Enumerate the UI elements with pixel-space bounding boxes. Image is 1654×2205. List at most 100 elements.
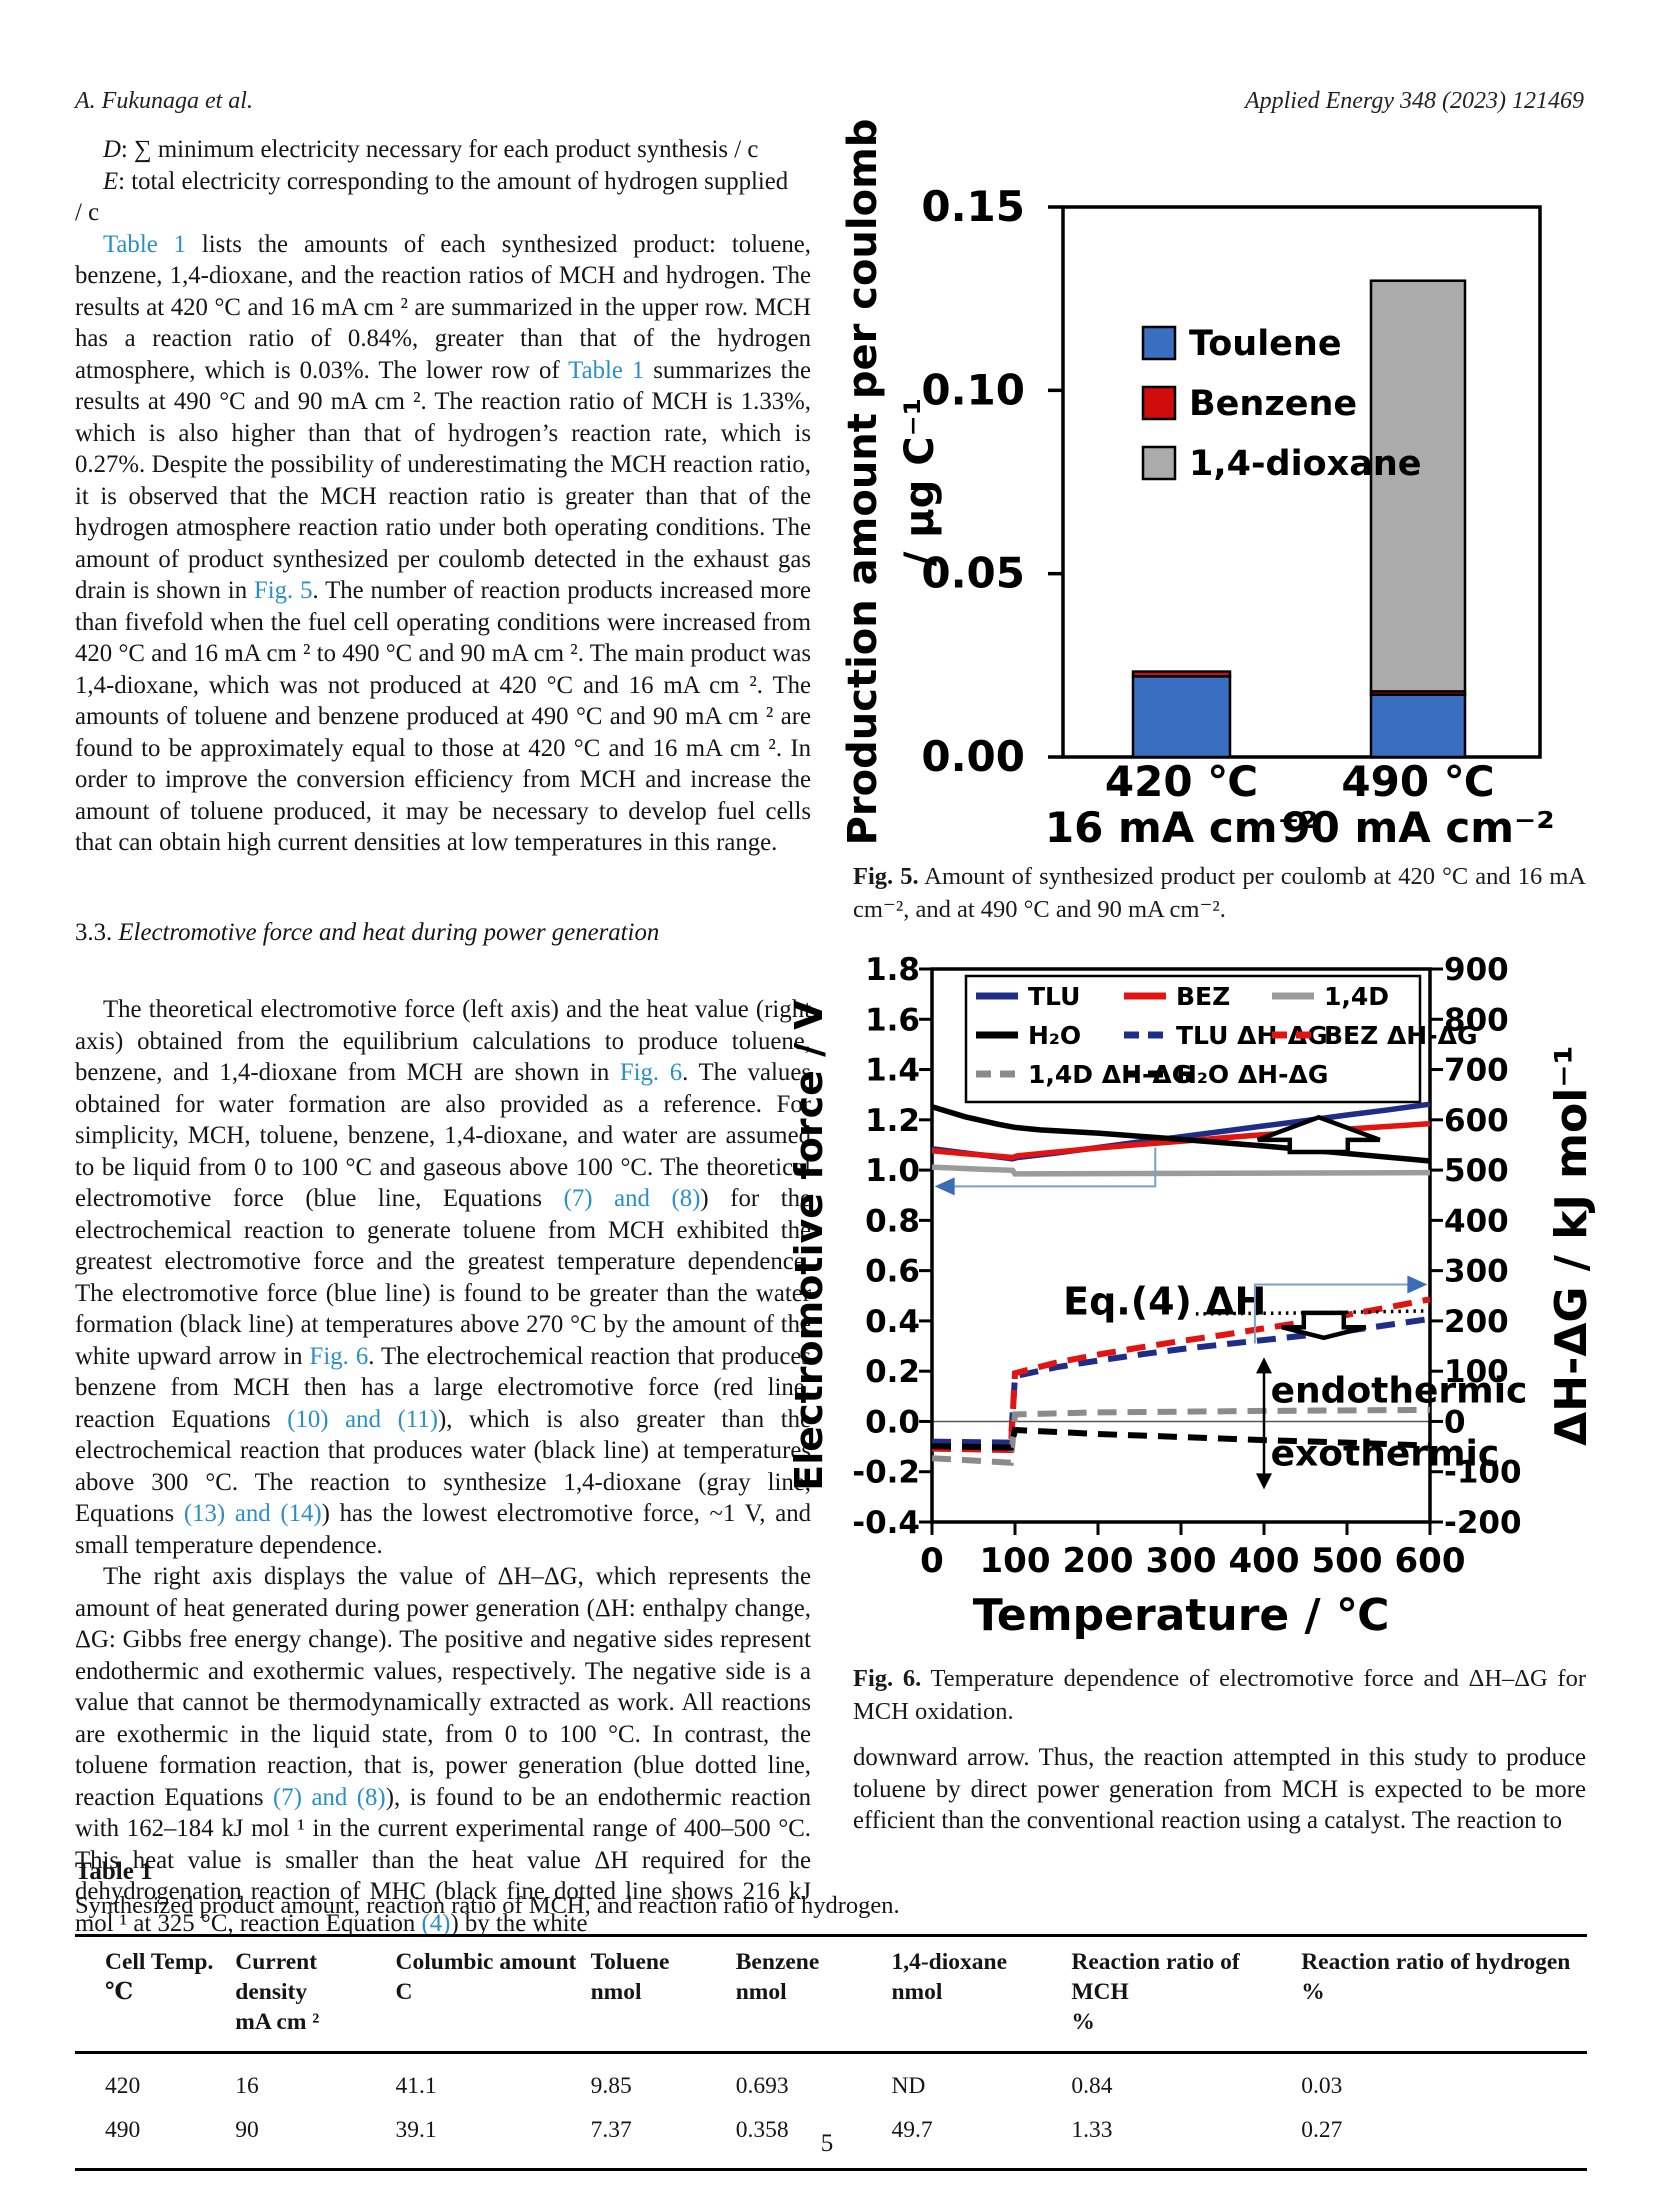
svg-text:1.8: 1.8: [865, 952, 920, 988]
svg-text:Temperature / ℃: Temperature / ℃: [973, 1590, 1389, 1641]
svg-text:0.05: 0.05: [921, 549, 1025, 598]
figure-6-line-chart: 1.8 1.6 1.4 1.2 1.0 0.8 0.6 0.4 0.2 0.0 -0.2 -0.4 90…: [788, 952, 1597, 1641]
table-cell: 41.1: [395, 2073, 437, 2099]
svg-text:0.00: 0.00: [921, 732, 1025, 781]
cross-reference-link[interactable]: (13) and (14): [183, 1500, 322, 1527]
svg-text:500: 500: [1444, 1153, 1509, 1189]
cross-reference-link[interactable]: Fig. 6: [309, 1342, 369, 1370]
svg-text:Eq.(4) ΔH: Eq.(4) ΔH: [1063, 1280, 1266, 1324]
figure-5-stacked-bar-chart: 0.00 0.05 0.10 0.15 420 ℃16 mA cm⁻² 490 ℃90 m…: [845, 119, 1555, 852]
table-cell: 420: [105, 2073, 141, 2099]
table-column-header: Columbic amount C: [395, 1949, 577, 2005]
table-row: 490 90 39.1 7.37 0.358 49.7 1.33 0.27: [75, 2108, 1587, 2170]
table-1: Cell Temp. ℃ Current density mA cm ² Columbic…: [75, 1934, 1587, 2171]
figure-5-caption: Fig. 5. Amount of synthesized product pe…: [853, 863, 1586, 923]
svg-text:400: 400: [1229, 1541, 1300, 1581]
svg-text:100: 100: [1444, 1354, 1509, 1390]
definition-line-d: D: ∑ minimum electricity necessary for e…: [103, 136, 759, 163]
section-heading-3-3: 3.3. Electromotive force and heat during…: [75, 918, 660, 946]
table-column-header: Cell Temp. ℃: [105, 1949, 214, 2005]
table-cell: 0.358: [735, 2117, 789, 2143]
page-number: 5: [820, 2130, 834, 2157]
paragraph-results: Table 1 lists the amounts of each synthe…: [75, 230, 811, 857]
cross-reference-link[interactable]: (4): [421, 1909, 451, 1937]
svg-text:-100: -100: [1444, 1455, 1522, 1491]
table-row: 420 16 41.1 9.85 0.693 ND 0.84 0.03: [75, 2053, 1587, 2109]
cross-reference-link[interactable]: Fig. 6: [619, 1059, 683, 1086]
svg-text:90 mA cm⁻²: 90 mA cm⁻²: [1281, 803, 1554, 852]
table-cell: ND: [891, 2073, 926, 2099]
table-column-header: Reaction ratio of MCH%: [1071, 1949, 1240, 2035]
running-head-journal: Applied Energy 348 (2023) 121469: [1244, 88, 1584, 114]
svg-text:ΔH-ΔG / kJ mol⁻¹: ΔH-ΔG / kJ mol⁻¹: [1546, 1045, 1597, 1446]
table-1-caption: Synthesized product amount, reaction rat…: [75, 1892, 900, 1919]
svg-text:500: 500: [1312, 1541, 1383, 1581]
table-column-header: Benzene nmol: [735, 1949, 820, 2005]
svg-text:Production amount per coulomb: Production amount per coulomb: [845, 119, 886, 846]
svg-text:0.4: 0.4: [865, 1304, 920, 1340]
svg-text:600: 600: [1444, 1103, 1509, 1139]
svg-text:600: 600: [1395, 1541, 1466, 1581]
table-cell: 0.84: [1071, 2073, 1113, 2099]
svg-text:200: 200: [1444, 1304, 1509, 1340]
left-column: D: ∑ minimum electricity necessary for e…: [75, 134, 811, 1939]
cross-reference-link[interactable]: (7) and (8): [563, 1185, 701, 1212]
table-1-label: Table 1: [75, 1858, 153, 1885]
svg-text:1,4D ΔH-ΔG: 1,4D ΔH-ΔG: [1028, 1060, 1192, 1089]
running-head-authors: A. Fukunaga et al.: [75, 88, 253, 114]
svg-text:700: 700: [1444, 1053, 1509, 1089]
svg-text:exothermic: exothermic: [1271, 1433, 1500, 1474]
svg-text:-0.4: -0.4: [852, 1505, 920, 1541]
table-1-block: Table 1 Synthesized product amount, reac…: [75, 1858, 1587, 2171]
table-cell: 39.1: [395, 2117, 437, 2143]
table-cell: 0.27: [1301, 2117, 1343, 2143]
svg-text:Toulene: Toulene: [1189, 324, 1342, 364]
svg-text:0.2: 0.2: [865, 1354, 920, 1390]
table-cell: 90: [235, 2117, 259, 2143]
svg-text:endothermic: endothermic: [1271, 1371, 1528, 1412]
right-column-paragraph: downward arrow. Thus, the reaction attem…: [853, 1744, 1586, 1834]
svg-text:-0.2: -0.2: [852, 1455, 920, 1491]
table-cell: 490: [105, 2117, 141, 2143]
svg-text:16 mA cm⁻²: 16 mA cm⁻²: [1045, 803, 1318, 852]
svg-text:H₂O ΔH-ΔG: H₂O ΔH-ΔG: [1176, 1060, 1328, 1089]
svg-text:1,4-dioxane: 1,4-dioxane: [1189, 444, 1421, 484]
cross-reference-link[interactable]: (7) and (8): [273, 1783, 386, 1811]
svg-text:900: 900: [1444, 952, 1509, 988]
svg-text:300: 300: [1444, 1254, 1509, 1290]
svg-text:1,4D: 1,4D: [1324, 982, 1389, 1011]
table-cell: 1.33: [1071, 2117, 1113, 2143]
svg-text:0.6: 0.6: [865, 1254, 920, 1290]
svg-text:0.8: 0.8: [865, 1203, 920, 1239]
svg-text:TLU: TLU: [1028, 982, 1080, 1011]
cross-reference-link[interactable]: (10) and (11): [287, 1405, 438, 1433]
paragraph-emf: The theoretical electromotive force (lef…: [75, 996, 811, 1559]
table-column-header: Toluene nmol: [590, 1949, 670, 2005]
svg-text:-200: -200: [1444, 1505, 1522, 1541]
definition-line-e: E: total electricity corresponding to th…: [103, 167, 789, 195]
svg-text:1.4: 1.4: [865, 1053, 920, 1089]
svg-text:H₂O: H₂O: [1028, 1021, 1081, 1050]
svg-text:800: 800: [1444, 1002, 1509, 1038]
table-cell: 0.03: [1301, 2073, 1343, 2099]
table-cell: 9.85: [590, 2073, 632, 2099]
figure-6-caption: Fig. 6. Temperature dependence of electr…: [853, 1665, 1586, 1725]
table-cell: 0.693: [735, 2073, 789, 2099]
svg-text:1.0: 1.0: [865, 1153, 920, 1189]
svg-text:Electromotive force / V: Electromotive force / V: [788, 1000, 831, 1491]
svg-text:BEZ ΔH-ΔG: BEZ ΔH-ΔG: [1324, 1021, 1477, 1050]
cross-reference-link[interactable]: Table 1: [103, 230, 187, 258]
svg-text:/ μg C⁻¹: / μg C⁻¹: [897, 398, 943, 567]
svg-text:Benzene: Benzene: [1189, 384, 1357, 424]
svg-text:420 ℃: 420 ℃: [1105, 757, 1258, 806]
cross-reference-link[interactable]: Fig. 5: [253, 577, 313, 604]
svg-text:BEZ: BEZ: [1176, 982, 1230, 1011]
table-column-header: Current density mA cm ²: [235, 1949, 320, 2035]
svg-text:0.15: 0.15: [921, 182, 1025, 231]
cross-reference-link[interactable]: Table 1: [568, 356, 645, 384]
definition-line-c: / c: [75, 199, 100, 226]
svg-text:200: 200: [1063, 1541, 1134, 1581]
paragraph-right-axis: The right axis displays the value of ΔH–…: [75, 1563, 811, 1937]
svg-text:0: 0: [920, 1541, 944, 1581]
